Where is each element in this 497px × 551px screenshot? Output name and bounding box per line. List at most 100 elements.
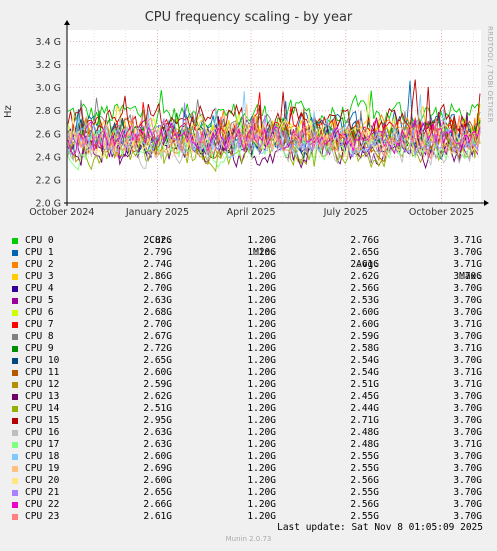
legend-series-name: CPU 22 bbox=[25, 499, 60, 510]
legend-row: CPU 15 2.95G 1.20G 2.71G 3.70G bbox=[12, 415, 482, 427]
legend-max: 3.71G bbox=[453, 235, 482, 246]
legend-swatch bbox=[12, 286, 18, 292]
legend-min: 1.20G bbox=[247, 487, 276, 498]
legend-series-name: CPU 16 bbox=[25, 427, 60, 438]
legend-min: 1.20G bbox=[247, 247, 276, 258]
legend-swatch bbox=[12, 250, 18, 256]
x-tick-label: July 2025 bbox=[323, 207, 368, 218]
legend-row: CPU 9 2.72G 1.20G 2.58G 3.71G bbox=[12, 343, 482, 355]
legend-avg: 2.55G bbox=[350, 487, 379, 498]
legend: Cur: Min: Avg: Max: CPU 0 2.82G 1.20G 2.76G… bbox=[12, 223, 482, 523]
legend-avg: 2.53G bbox=[350, 295, 379, 306]
legend-min: 1.20G bbox=[247, 319, 276, 330]
legend-cur: 2.65G bbox=[143, 487, 172, 498]
series-line-cpu-15 bbox=[67, 79, 481, 141]
legend-max: 3.70G bbox=[453, 295, 482, 306]
y-tick-label: 2.6 G bbox=[36, 129, 62, 140]
legend-row: CPU 2 2.74G 1.20G 2.61G 3.71G bbox=[12, 259, 482, 271]
legend-row: CPU 7 2.70G 1.20G 2.60G 3.71G bbox=[12, 319, 482, 331]
legend-max: 3.70G bbox=[453, 403, 482, 414]
legend-min: 1.20G bbox=[247, 451, 276, 462]
legend-cur: 2.69G bbox=[143, 463, 172, 474]
legend-swatch bbox=[12, 298, 18, 304]
legend-swatch bbox=[12, 454, 18, 460]
legend-cur: 2.74G bbox=[143, 259, 172, 270]
legend-min: 1.20G bbox=[247, 355, 276, 366]
legend-swatch bbox=[12, 274, 18, 280]
legend-row: CPU 13 2.62G 1.20G 2.45G 3.70G bbox=[12, 391, 482, 403]
legend-min: 1.20G bbox=[247, 499, 276, 510]
legend-swatch bbox=[12, 394, 18, 400]
x-tick-labels: October 2024 January 2025 April 2025 July 2… bbox=[29, 207, 474, 218]
legend-max: 3.70G bbox=[453, 499, 482, 510]
legend-cur: 2.68G bbox=[143, 307, 172, 318]
legend-min: 1.20G bbox=[247, 415, 276, 426]
legend-max: 3.71G bbox=[453, 379, 482, 390]
legend-series-name: CPU 9 bbox=[25, 343, 54, 354]
series-line-cpu-20 bbox=[67, 94, 481, 158]
legend-swatch bbox=[12, 382, 18, 388]
legend-avg: 2.61G bbox=[350, 259, 379, 270]
x-tick-label: April 2025 bbox=[227, 207, 276, 218]
legend-row: CPU 4 2.70G 1.20G 2.56G 3.70G bbox=[12, 283, 482, 295]
legend-avg: 2.65G bbox=[350, 247, 379, 258]
legend-header-avg: Avg: bbox=[356, 259, 379, 270]
legend-swatch bbox=[12, 322, 18, 328]
legend-max: 3.70G bbox=[453, 307, 482, 318]
legend-header-min: Min: bbox=[253, 247, 276, 258]
x-tick-label: January 2025 bbox=[125, 207, 189, 218]
legend-series-name: CPU 23 bbox=[25, 511, 60, 522]
x-tick-label: October 2025 bbox=[409, 207, 474, 218]
last-update: Last update: Sat Nov 8 01:05:09 2025 bbox=[277, 522, 483, 533]
legend-min: 1.20G bbox=[247, 475, 276, 486]
legend-min: 1.20G bbox=[247, 439, 276, 450]
legend-min: 1.20G bbox=[247, 307, 276, 318]
legend-cur: 2.72G bbox=[143, 343, 172, 354]
series-lines bbox=[67, 79, 481, 173]
legend-swatch bbox=[12, 490, 18, 496]
legend-row: CPU 18 2.60G 1.20G 2.55G 3.70G bbox=[12, 451, 482, 463]
legend-series-name: CPU 12 bbox=[25, 379, 60, 390]
legend-row: CPU 16 2.63G 1.20G 2.48G 3.70G bbox=[12, 427, 482, 439]
legend-swatch bbox=[12, 418, 18, 424]
legend-series-name: CPU 11 bbox=[25, 367, 60, 378]
legend-min: 1.20G bbox=[247, 463, 276, 474]
x-axis-arrow bbox=[484, 200, 489, 206]
series-line-cpu-22 bbox=[67, 118, 481, 156]
legend-row: CPU 8 2.67G 1.20G 2.59G 3.70G bbox=[12, 331, 482, 343]
legend-avg: 2.55G bbox=[350, 511, 379, 522]
legend-cur: 2.61G bbox=[143, 511, 172, 522]
y-tick-labels: 2.0 G 2.2 G 2.4 G 2.6 G 2.8 G 3.0 G 3.2 G 3.4 G bbox=[36, 37, 62, 209]
y-axis-arrow bbox=[64, 20, 70, 25]
legend-min: 1.20G bbox=[247, 235, 276, 246]
series-line-cpu-23 bbox=[67, 114, 481, 160]
legend-series-name: CPU 10 bbox=[25, 355, 60, 366]
legend-max: 3.71G bbox=[453, 439, 482, 450]
legend-min: 1.20G bbox=[247, 283, 276, 294]
legend-swatch bbox=[12, 466, 18, 472]
legend-avg: 2.56G bbox=[350, 283, 379, 294]
y-tick-label: 2.2 G bbox=[36, 175, 62, 186]
legend-series-name: CPU 0 bbox=[25, 235, 54, 246]
legend-cur: 2.66G bbox=[143, 499, 172, 510]
legend-row: CPU 20 2.60G 1.20G 2.56G 3.70G bbox=[12, 475, 482, 487]
legend-avg: 2.48G bbox=[350, 439, 379, 450]
legend-max: 3.70G bbox=[453, 391, 482, 402]
legend-max: 3.70G bbox=[453, 283, 482, 294]
legend-series-name: CPU 8 bbox=[25, 331, 54, 342]
legend-swatch bbox=[12, 262, 18, 268]
y-tick-label: 3.2 G bbox=[36, 60, 62, 71]
legend-min: 1.20G bbox=[247, 427, 276, 438]
legend-row: CPU 21 2.65G 1.20G 2.55G 3.70G bbox=[12, 487, 482, 499]
legend-avg: 2.54G bbox=[350, 355, 379, 366]
legend-series-name: CPU 2 bbox=[25, 259, 54, 270]
legend-max: 3.71G bbox=[453, 343, 482, 354]
legend-row: CPU 1 2.79G 1.20G 2.65G 3.70G bbox=[12, 247, 482, 259]
y-tick-label: 3.0 G bbox=[36, 83, 62, 94]
x-tick-label: October 2024 bbox=[29, 207, 94, 218]
legend-max: 3.70G bbox=[453, 463, 482, 474]
legend-avg: 2.45G bbox=[350, 391, 379, 402]
legend-max: 3.70G bbox=[453, 427, 482, 438]
y-tick-label: 2.8 G bbox=[36, 106, 62, 117]
legend-row: CPU 11 2.60G 1.20G 2.54G 3.71G bbox=[12, 367, 482, 379]
